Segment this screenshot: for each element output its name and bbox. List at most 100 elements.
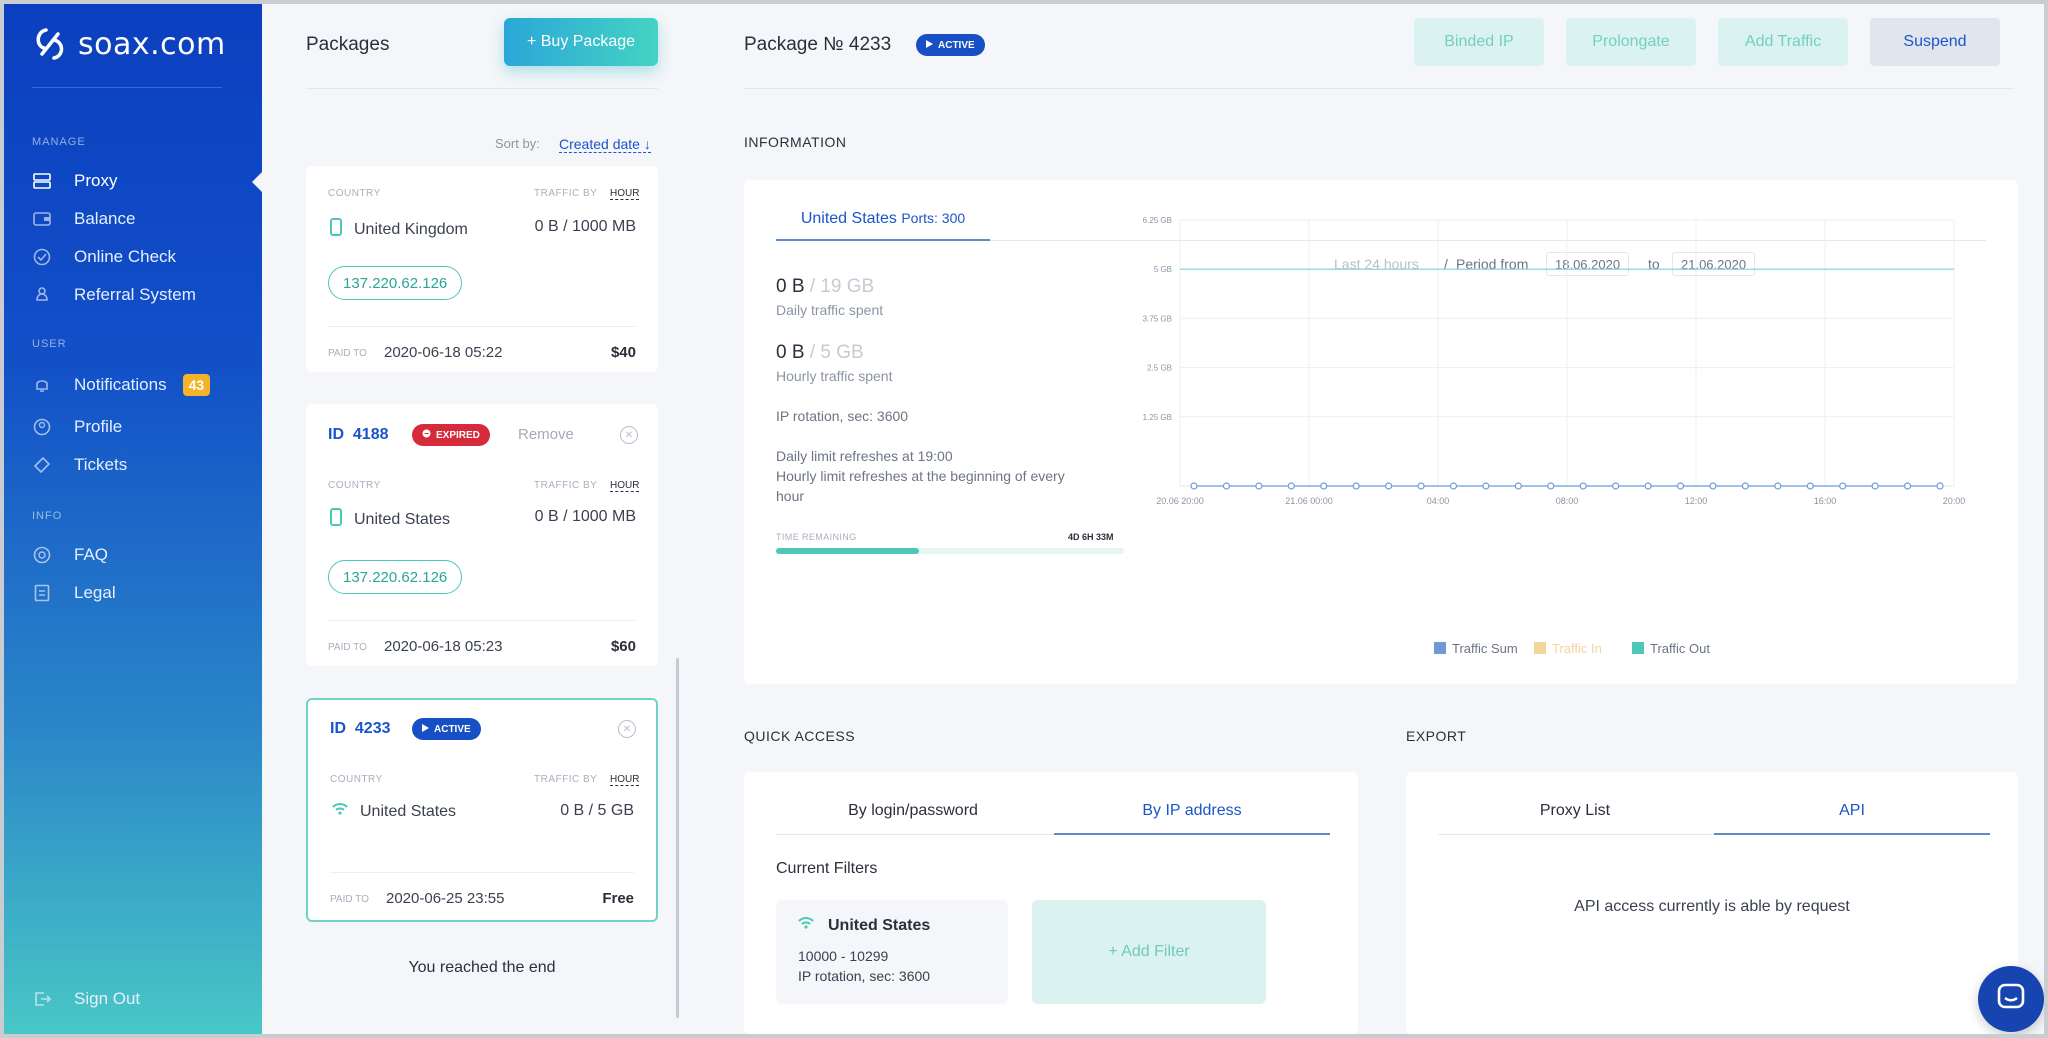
information-heading: INFORMATION bbox=[744, 134, 847, 150]
tabs-baseline bbox=[776, 834, 1330, 835]
package-card[interactable]: COUNTRY TRAFFIC BY HOUR United Kingdom 0… bbox=[306, 166, 658, 372]
chat-button[interactable] bbox=[1978, 966, 2044, 1032]
sidebar-item-label: Balance bbox=[74, 209, 136, 228]
price: $40 bbox=[610, 344, 636, 361]
traffic-by-label: TRAFFIC BY bbox=[534, 774, 598, 785]
sidebar-item-referral[interactable]: Referral System bbox=[32, 282, 196, 308]
daily-traffic-value: 0 B / 19 GB bbox=[776, 276, 874, 298]
package-card-selected[interactable]: ID 4233 ACTIVE ✕ COUNTRY TRAFFIC BY HOUR… bbox=[306, 698, 658, 922]
period-from-input[interactable]: 18.06.2020 bbox=[1546, 252, 1630, 276]
sidebar-item-balance[interactable]: Balance bbox=[32, 206, 135, 232]
user-icon bbox=[32, 417, 52, 437]
data-point bbox=[1936, 482, 1944, 490]
mobile-icon bbox=[330, 508, 342, 531]
daily-traffic-limit: / 19 GB bbox=[809, 276, 875, 297]
paid-to-label: PAID TO bbox=[328, 642, 367, 653]
packages-panel: Packages + Buy Package Sort by: Created … bbox=[262, 4, 698, 1034]
traffic-by-label: TRAFFIC BY bbox=[534, 188, 598, 199]
sort-dropdown[interactable]: Created date ↓ bbox=[559, 136, 651, 153]
sidebar-item-proxy[interactable]: Proxy bbox=[32, 168, 117, 194]
server-icon bbox=[32, 171, 52, 191]
ip-rotation-text: IP rotation, sec: 3600 bbox=[776, 408, 909, 424]
legend-label: Traffic Sum bbox=[1452, 641, 1518, 656]
buy-package-button[interactable]: + Buy Package bbox=[504, 18, 658, 66]
country-field: United Kingdom bbox=[330, 218, 468, 241]
data-point bbox=[1514, 482, 1522, 490]
ip-chip[interactable]: 137.220.62.126 bbox=[328, 266, 463, 300]
ip-chip[interactable]: 137.220.62.126 bbox=[328, 560, 463, 594]
traffic-by-select[interactable]: HOUR bbox=[610, 774, 640, 786]
tab-proxy-list[interactable]: Proxy List bbox=[1539, 802, 1611, 819]
traffic-value: 0 B / 1000 MB bbox=[534, 508, 636, 525]
paid-to-date: 2020-06-18 05:22 bbox=[384, 344, 503, 361]
suspend-button[interactable]: Suspend bbox=[1870, 18, 2000, 66]
logo-icon bbox=[32, 24, 68, 64]
export-heading: EXPORT bbox=[1406, 728, 1467, 744]
scrollbar[interactable] bbox=[676, 658, 679, 1018]
sidebar-item-profile[interactable]: Profile bbox=[32, 414, 122, 440]
paid-to-date: 2020-06-25 23:55 bbox=[386, 890, 505, 907]
remove-button[interactable]: Remove bbox=[518, 426, 574, 443]
divider bbox=[328, 620, 636, 621]
package-id-number: 4188 bbox=[352, 426, 389, 443]
api-info-text: API access currently is able by request bbox=[1574, 898, 1850, 915]
tab-country[interactable]: United States Ports: 300 bbox=[776, 210, 990, 228]
data-point bbox=[1774, 482, 1782, 490]
filter-card[interactable]: United States 10000 - 10299 IP rotation,… bbox=[776, 900, 1008, 1004]
tab-login-password[interactable]: By login/password bbox=[848, 802, 978, 819]
notification-badge: 43 bbox=[182, 374, 211, 396]
x-tick-label: 12:00 bbox=[1685, 496, 1708, 506]
page-title: Package № 4233 bbox=[744, 34, 892, 55]
legend-label: Traffic In bbox=[1552, 641, 1602, 656]
sidebar-item-notifications[interactable]: Notifications 43 bbox=[32, 372, 211, 398]
country-field: United States bbox=[332, 802, 456, 821]
tab-active-indicator bbox=[1054, 833, 1330, 835]
close-icon[interactable]: ✕ bbox=[620, 426, 638, 444]
last-24-hours-link[interactable]: Last 24 hours bbox=[1334, 256, 1419, 272]
data-point bbox=[1417, 482, 1425, 490]
period-separator: / bbox=[1444, 256, 1448, 272]
tab-ip-address[interactable]: By IP address bbox=[1142, 802, 1242, 819]
time-remaining-fill bbox=[776, 548, 919, 554]
close-icon[interactable]: ✕ bbox=[618, 720, 636, 738]
sidebar-item-online-check[interactable]: Online Check bbox=[32, 244, 176, 270]
sidebar-item-label: Tickets bbox=[74, 455, 128, 474]
sign-out-button[interactable]: Sign Out bbox=[32, 986, 140, 1012]
country-label: COUNTRY bbox=[330, 774, 383, 785]
y-tick-label: 5 GB bbox=[1154, 265, 1172, 274]
status-text: EXPIRED bbox=[436, 429, 480, 441]
sidebar-item-label: Online Check bbox=[74, 247, 177, 266]
divider bbox=[32, 87, 222, 88]
hourly-traffic-label: Hourly traffic spent bbox=[776, 368, 893, 384]
brand-logo[interactable]: soax.com bbox=[32, 22, 226, 66]
traffic-by-select[interactable]: HOUR bbox=[610, 188, 640, 200]
time-remaining-value: 4D 6H 33M bbox=[1068, 532, 1114, 542]
x-tick-label: 20:00 bbox=[1943, 496, 1966, 506]
prolongate-button[interactable]: Prolongate bbox=[1566, 18, 1696, 66]
period-to-label: to bbox=[1648, 256, 1660, 272]
traffic-by-select[interactable]: HOUR bbox=[610, 480, 640, 492]
tab-ports: Ports: 300 bbox=[901, 210, 966, 226]
chat-icon bbox=[1996, 982, 2026, 1017]
period-to-input[interactable]: 21.06.2020 bbox=[1672, 252, 1756, 276]
sidebar-item-faq[interactable]: FAQ bbox=[32, 542, 108, 568]
add-filter-button[interactable]: + Add Filter bbox=[1032, 900, 1266, 1004]
data-point bbox=[1644, 482, 1652, 490]
data-point bbox=[1806, 482, 1814, 490]
package-id: ID 4233 bbox=[330, 720, 390, 738]
binded-ip-button[interactable]: Binded IP bbox=[1414, 18, 1544, 66]
sidebar-item-tickets[interactable]: Tickets bbox=[32, 452, 127, 478]
x-tick-label: 21.06 00:00 bbox=[1285, 496, 1333, 506]
country-name: United States bbox=[360, 802, 457, 820]
package-card[interactable]: ID 4188 EXPIRED Remove ✕ COUNTRY TRAFFIC… bbox=[306, 404, 658, 666]
section-manage: MANAGE bbox=[32, 136, 86, 148]
add-traffic-button[interactable]: Add Traffic bbox=[1718, 18, 1848, 66]
document-icon bbox=[32, 583, 52, 603]
brand-name: soax.com bbox=[78, 26, 226, 62]
divider bbox=[744, 88, 2014, 89]
hourly-traffic-limit: / 5 GB bbox=[809, 342, 864, 363]
faq-icon bbox=[32, 545, 52, 565]
sidebar-item-legal[interactable]: Legal bbox=[32, 580, 116, 606]
play-icon bbox=[926, 39, 933, 51]
tab-api[interactable]: API bbox=[1839, 802, 1865, 819]
